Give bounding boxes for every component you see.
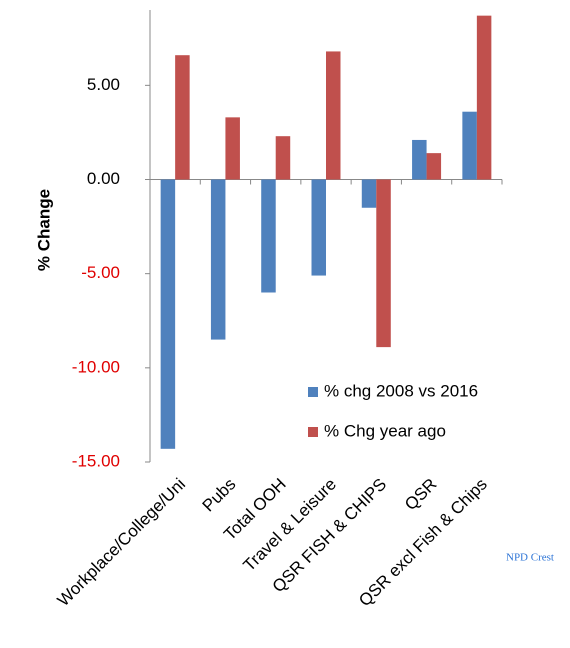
x-tick-label: Workplace/College/Uni [54,475,189,610]
legend-swatch [308,427,318,437]
bar [412,139,427,180]
bar [275,136,291,180]
x-tick-label: Pubs [199,475,240,516]
bar [311,179,326,276]
y-tick-label: 0.00 [87,169,120,188]
bar [361,179,377,208]
bar [225,117,240,180]
legend-label: % Chg year ago [324,421,446,440]
x-tick-label: QSR [401,475,440,514]
source-note: NPD Crest [506,552,554,564]
y-tick-label: 5.00 [87,75,120,94]
bar [476,15,492,180]
legend-label: % chg 2008 vs 2016 [324,381,478,400]
bar [160,179,176,449]
y-tick-label: -5.00 [81,263,120,282]
y-tick-label: -15.00 [72,451,120,470]
x-tick-label: Travel & Leisure [239,475,340,576]
bar [462,111,477,180]
legend-swatch [308,387,318,397]
y-axis-title: % Change [34,189,53,271]
bar [175,55,190,180]
bar [326,51,341,180]
bar [210,179,226,340]
bar [376,179,391,348]
bar [261,179,276,293]
bar [426,153,442,180]
y-tick-label: -10.00 [72,357,120,376]
